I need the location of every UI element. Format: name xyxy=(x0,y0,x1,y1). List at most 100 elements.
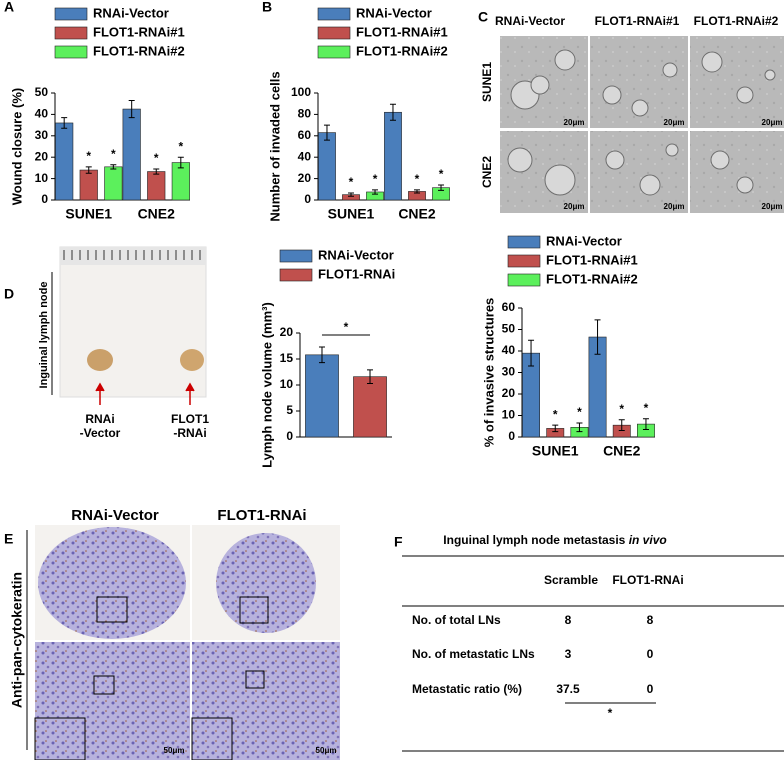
legend-swatch xyxy=(54,45,88,59)
error-bar xyxy=(438,184,445,191)
bar xyxy=(147,171,166,201)
column-header: Scramble xyxy=(544,573,598,587)
significance: * xyxy=(619,402,624,416)
legend-label: FLOT1-RNAi#1 xyxy=(546,252,638,267)
bar xyxy=(353,376,387,438)
y-tick-label: 40 xyxy=(298,149,312,163)
lymph-node-photo xyxy=(51,246,207,405)
column-title: FLOT1-RNAi xyxy=(217,507,306,524)
significance: * xyxy=(415,172,420,186)
x-tick-label: SUNE1 xyxy=(532,443,579,459)
y-axis-label: Wound closure (%) xyxy=(9,88,24,205)
y-tick-label: 60 xyxy=(298,128,312,142)
y-tick-label: 20 xyxy=(298,171,312,185)
y-tick-label: 100 xyxy=(291,85,311,99)
table-title-italic: in vivo xyxy=(629,533,667,547)
x-tick-label: CNE2 xyxy=(398,206,436,222)
scale-label: 20μm xyxy=(564,202,585,211)
error-bar xyxy=(153,168,160,175)
significance: * xyxy=(344,320,349,334)
y-tick-label: 10 xyxy=(280,377,294,391)
panel-label: D xyxy=(4,286,14,302)
cell: 0 xyxy=(647,647,654,661)
error-bar xyxy=(177,156,184,169)
error-bar xyxy=(594,319,601,355)
legend-swatch xyxy=(317,45,351,59)
scale-label: 20μm xyxy=(762,118,783,127)
y-tick-label: 0 xyxy=(508,429,515,443)
panel-label: B xyxy=(262,0,272,15)
error-bar xyxy=(414,189,420,194)
y-tick-label: 20 xyxy=(502,386,516,400)
table-title: Inguinal lymph node metastasis in vivo xyxy=(443,533,666,547)
legend-label: RNAi-Vector xyxy=(93,5,169,20)
scale-label: 20μm xyxy=(664,118,685,127)
y-tick-label: 5 xyxy=(286,403,293,417)
error-bar xyxy=(323,124,330,141)
x-tick-label: SUNE1 xyxy=(328,206,375,222)
y-tick-label: 80 xyxy=(298,107,312,121)
bar xyxy=(104,166,123,201)
column-title: RNAi-Vector xyxy=(495,14,565,28)
legend-swatch xyxy=(279,249,313,263)
panel-label: C xyxy=(478,9,488,25)
bar xyxy=(79,169,98,201)
photo-label: RNAi xyxy=(85,412,114,426)
error-bar xyxy=(528,339,535,367)
legend-label: FLOT1-RNAi xyxy=(318,266,395,281)
legend-label: RNAi-Vector xyxy=(318,247,394,262)
error-bar xyxy=(576,422,583,433)
significance: * xyxy=(111,147,116,161)
table: Inguinal lymph node metastasis in vivo S… xyxy=(402,533,784,752)
y-tick-label: 10 xyxy=(35,171,49,185)
bar xyxy=(384,111,402,201)
row-title: SUNE1 xyxy=(480,62,494,102)
x-tick-label: CNE2 xyxy=(603,443,641,459)
error-bar xyxy=(85,166,92,174)
significance: * xyxy=(553,407,558,421)
error-bar xyxy=(318,346,325,364)
legend-label: RNAi-Vector xyxy=(356,5,432,20)
footnote: * xyxy=(608,706,613,720)
y-tick-label: 15 xyxy=(280,351,294,365)
column-title: FLOT1-RNAi#1 xyxy=(595,14,680,28)
scale-label: 20μm xyxy=(762,202,783,211)
legend-label: RNAi-Vector xyxy=(546,233,622,248)
legend-swatch xyxy=(279,268,313,282)
significance: * xyxy=(178,139,183,153)
y-tick-label: 30 xyxy=(502,365,516,379)
legend-swatch xyxy=(317,26,351,40)
error-bar xyxy=(110,164,117,170)
panel-label: A xyxy=(4,0,14,15)
legend-label: FLOT1-RNAi#2 xyxy=(356,43,448,58)
scale-label: 50μm xyxy=(164,746,185,755)
ihc-images xyxy=(26,525,340,761)
column-title: FLOT1-RNAi#2 xyxy=(694,14,779,28)
side-label: Inguinal lymph node xyxy=(38,282,50,389)
y-tick-label: 0 xyxy=(304,192,311,206)
scale-label: 20μm xyxy=(564,118,585,127)
bar xyxy=(122,108,141,201)
legend-swatch xyxy=(54,7,88,21)
y-tick-label: 40 xyxy=(35,107,49,121)
x-tick-label: SUNE1 xyxy=(65,206,112,222)
error-bar xyxy=(367,369,374,384)
panel-label: E xyxy=(4,531,13,547)
cell: 0 xyxy=(647,682,654,696)
y-tick-label: 50 xyxy=(35,85,49,99)
row-label: No. of total LNs xyxy=(412,613,501,627)
row-title: CNE2 xyxy=(480,156,494,188)
panel-label: F xyxy=(394,534,403,550)
error-bar xyxy=(552,424,559,433)
micrographs xyxy=(500,36,784,213)
bar xyxy=(318,132,336,201)
row-label: Metastatic ratio (%) xyxy=(412,682,522,696)
error-bar xyxy=(642,418,649,430)
y-axis-label: Lymph node volume (mm³) xyxy=(259,302,274,468)
error-bar xyxy=(372,189,379,195)
side-label: Anti-pan-cytokeratin xyxy=(9,572,25,708)
legend-swatch xyxy=(54,26,88,40)
legend-label: FLOT1-RNAi#2 xyxy=(546,271,638,286)
significance: * xyxy=(373,172,378,186)
